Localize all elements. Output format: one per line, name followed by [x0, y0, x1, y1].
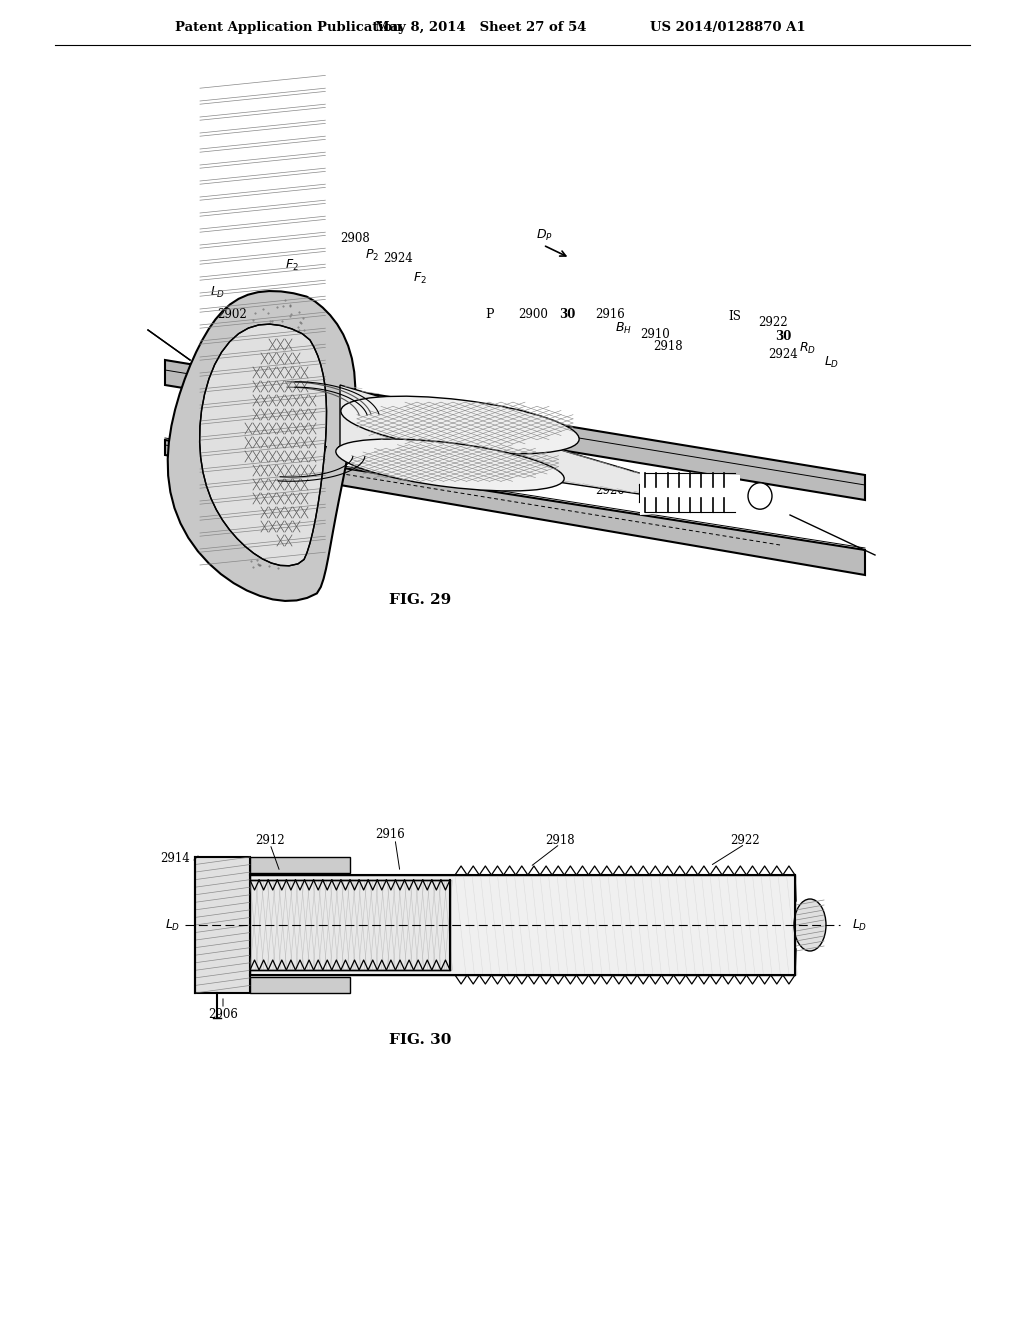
Text: IS: IS	[728, 310, 741, 323]
Polygon shape	[195, 857, 250, 993]
Text: 2920: 2920	[595, 483, 625, 496]
Polygon shape	[168, 290, 355, 601]
Polygon shape	[250, 857, 350, 873]
Text: FIG. 29: FIG. 29	[389, 593, 452, 607]
Text: $L_D$: $L_D$	[165, 917, 180, 932]
Text: 2916: 2916	[595, 309, 625, 322]
Text: FIG. 30: FIG. 30	[389, 1034, 452, 1047]
Text: 2922: 2922	[758, 317, 787, 330]
Text: $L_D$: $L_D$	[824, 355, 840, 370]
Text: $R_D$: $R_D$	[799, 341, 815, 355]
Polygon shape	[250, 880, 450, 970]
Text: $D_P$: $D_P$	[536, 227, 552, 243]
Text: 2904: 2904	[233, 455, 263, 469]
Text: 2906: 2906	[208, 1008, 238, 1022]
Text: 2922: 2922	[730, 833, 760, 846]
Text: $B_H$: $B_H$	[614, 321, 632, 335]
Text: 2918: 2918	[653, 339, 683, 352]
Text: 2912: 2912	[255, 833, 285, 846]
Polygon shape	[200, 325, 327, 566]
Text: 2902: 2902	[217, 309, 247, 322]
Text: $P_1$: $P_1$	[239, 436, 253, 450]
Text: 2924: 2924	[383, 252, 413, 264]
Polygon shape	[340, 385, 680, 500]
Text: 2912: 2912	[465, 466, 495, 479]
Text: 2900: 2900	[518, 309, 548, 322]
Text: $L_D$: $L_D$	[210, 284, 225, 300]
Text: 2910: 2910	[640, 327, 670, 341]
Text: $F_2$: $F_2$	[285, 257, 299, 272]
Text: 30: 30	[559, 308, 575, 321]
Polygon shape	[250, 875, 795, 975]
Text: US 2014/0128870 A1: US 2014/0128870 A1	[650, 21, 806, 34]
Ellipse shape	[341, 396, 580, 454]
Text: 2916: 2916	[375, 829, 404, 842]
Text: 2918: 2918	[545, 833, 574, 846]
Text: 2908: 2908	[340, 231, 370, 244]
Text: 2924: 2924	[768, 347, 798, 360]
Text: P: P	[485, 309, 495, 322]
Text: 2914: 2914	[160, 851, 190, 865]
Text: 2906: 2906	[261, 458, 291, 470]
Polygon shape	[250, 977, 350, 993]
Text: $F_1$: $F_1$	[335, 445, 349, 459]
Text: $P_2$: $P_2$	[365, 247, 379, 263]
Text: 30: 30	[775, 330, 792, 342]
Ellipse shape	[794, 899, 826, 950]
Polygon shape	[165, 440, 865, 576]
Text: 2914: 2914	[515, 474, 545, 487]
Polygon shape	[165, 360, 865, 500]
Text: $L_D$: $L_D$	[852, 917, 867, 932]
Text: May 8, 2014   Sheet 27 of 54: May 8, 2014 Sheet 27 of 54	[375, 21, 587, 34]
Text: Patent Application Publication: Patent Application Publication	[175, 21, 401, 34]
Polygon shape	[640, 470, 740, 515]
Ellipse shape	[748, 483, 772, 510]
Text: 2907: 2907	[298, 446, 328, 459]
Text: $F_2$: $F_2$	[413, 271, 427, 285]
Ellipse shape	[336, 440, 564, 491]
